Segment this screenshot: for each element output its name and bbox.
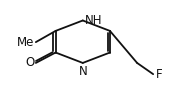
Text: NH: NH — [85, 14, 103, 27]
Text: N: N — [78, 65, 87, 78]
Text: F: F — [156, 68, 162, 81]
Text: Me: Me — [17, 36, 35, 49]
Text: O: O — [25, 56, 35, 69]
